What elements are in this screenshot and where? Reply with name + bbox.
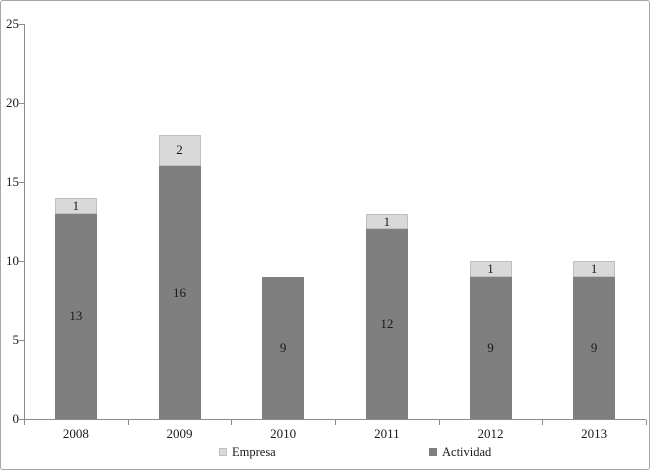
legend-item-actividad: Actividad — [429, 446, 491, 458]
bar-value-label: 1 — [590, 260, 598, 276]
x-axis-category-label: 2012 — [477, 426, 504, 441]
y-axis-tick — [19, 261, 24, 262]
legend-swatch-empresa — [219, 448, 227, 456]
x-axis-tick — [646, 420, 647, 425]
legend-item-empresa: Empresa — [219, 446, 276, 458]
bar-value-label: 9 — [279, 339, 287, 355]
x-axis-category-label: 2010 — [270, 426, 297, 441]
x-axis-tick — [335, 420, 336, 425]
y-axis-tick-label: 0 — [12, 411, 20, 426]
bar-value-label: 9 — [487, 339, 494, 355]
y-axis-tick — [19, 103, 24, 104]
y-axis-tick-label: 20 — [6, 95, 19, 110]
bar-value-label: 1 — [72, 197, 80, 213]
bar-value-label: 9 — [590, 339, 598, 355]
y-axis-tick — [19, 340, 24, 341]
x-axis-tick — [24, 420, 25, 425]
bar-segment-actividad: 9 — [262, 276, 305, 419]
y-axis-tick-label: 10 — [6, 253, 19, 268]
bar-value-label: 1 — [487, 260, 494, 276]
bar-value-label: 16 — [173, 284, 186, 300]
y-axis-tick — [19, 182, 24, 183]
y-axis-tick — [19, 419, 24, 420]
x-axis-category-label: 2008 — [62, 426, 89, 441]
x-axis-tick — [231, 420, 233, 425]
legend-swatch-actividad — [429, 448, 437, 456]
bar-segment-actividad: 13 — [54, 213, 97, 419]
x-axis-line — [24, 419, 646, 420]
bar-segment-empresa: 1 — [573, 260, 616, 277]
legend-label: Empresa — [232, 445, 276, 459]
x-axis-category-label: 2013 — [581, 426, 608, 441]
y-axis-tick — [19, 24, 24, 25]
bar-segment-empresa: 2 — [158, 134, 201, 167]
bar-value-label: 13 — [69, 308, 83, 324]
y-axis-tick-label: 25 — [6, 16, 19, 31]
x-axis-category-label: 2009 — [166, 426, 193, 441]
bar-segment-actividad: 12 — [365, 229, 408, 419]
bar-value-label: 2 — [176, 142, 183, 158]
bar-value-label: 12 — [380, 316, 394, 332]
bar-segment-actividad: 9 — [573, 276, 616, 419]
bar-segment-actividad: 9 — [469, 276, 512, 419]
bar-segment-actividad: 16 — [158, 166, 201, 419]
x-axis-category-label: 2011 — [374, 426, 400, 441]
x-axis-tick — [542, 420, 544, 425]
x-axis-tick — [127, 420, 129, 425]
legend-label: Actividad — [442, 445, 492, 459]
bar-segment-empresa: 1 — [54, 197, 97, 214]
y-axis-tick-label: 15 — [6, 174, 19, 189]
x-axis-tick — [438, 420, 440, 425]
y-axis-tick-label: 5 — [12, 332, 20, 347]
y-axis-line — [24, 24, 25, 420]
bar-value-label: 1 — [383, 213, 391, 229]
bar-segment-empresa: 1 — [469, 260, 512, 277]
bar-segment-empresa: 1 — [365, 213, 408, 230]
